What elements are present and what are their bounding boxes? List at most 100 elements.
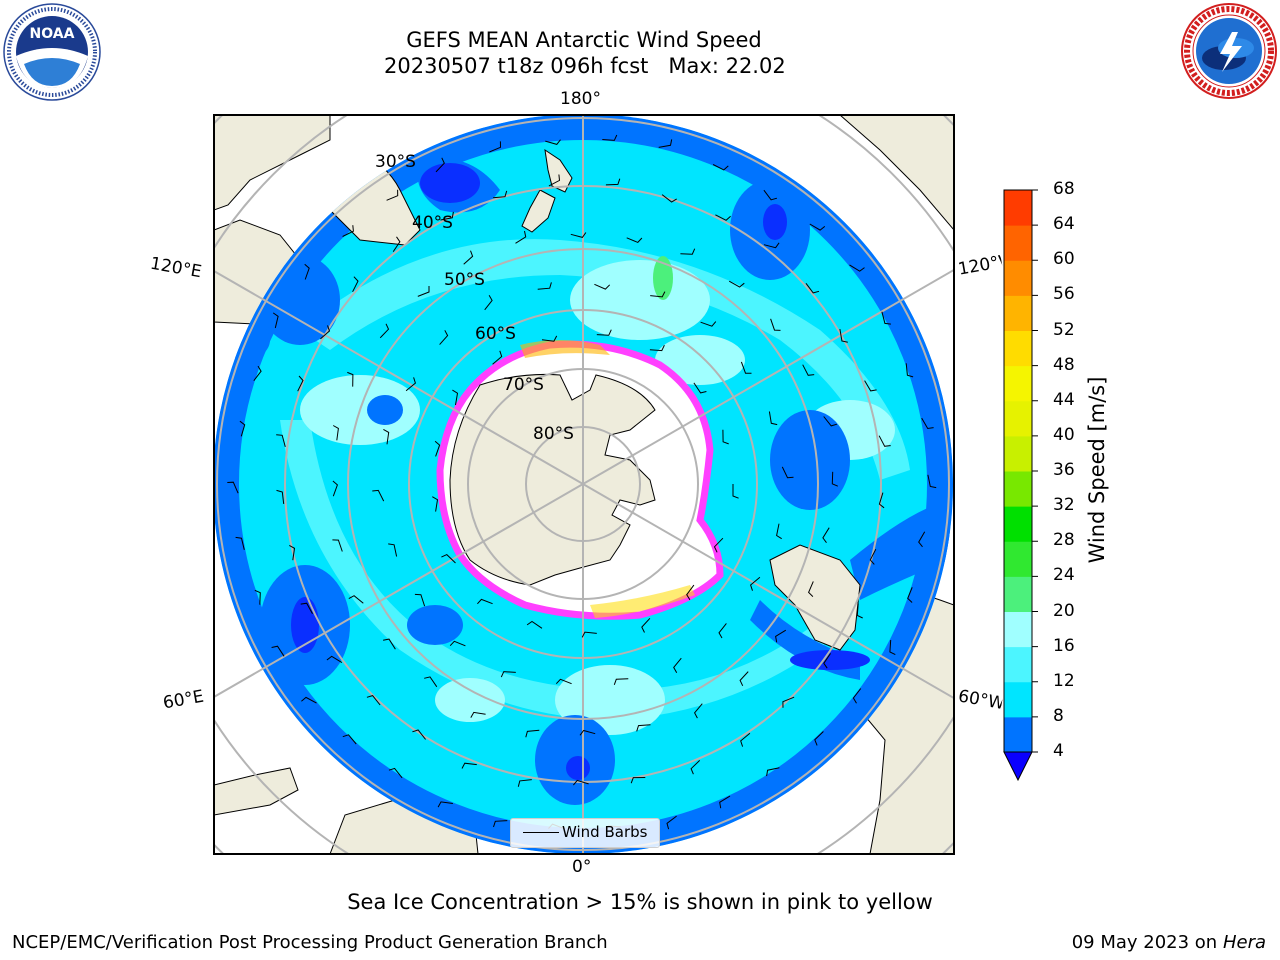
wind-barb <box>441 554 456 564</box>
wind-barb <box>878 435 891 447</box>
wind-barb <box>768 411 778 426</box>
wind-barb <box>347 371 354 387</box>
wind-barb <box>492 350 503 365</box>
colorbar-tick-label: 40 <box>1053 424 1075 445</box>
colorbar-segment <box>1004 330 1032 367</box>
colorbar-tick-label: 28 <box>1053 530 1075 551</box>
wind-barb <box>907 587 913 603</box>
colorbar-tick-label: 12 <box>1053 670 1075 691</box>
svg-text:NOAA: NOAA <box>30 26 75 42</box>
wind-barb <box>300 602 313 614</box>
wind-barb <box>405 377 416 392</box>
wind-barb <box>526 620 543 629</box>
wind-barb <box>573 779 589 786</box>
wind-barb <box>739 671 749 687</box>
wind-barb <box>823 653 832 669</box>
colorbar-segment <box>1004 716 1032 753</box>
wind-barb <box>386 189 399 201</box>
wind-barb <box>326 655 343 664</box>
wind-barb <box>439 330 449 345</box>
map-frame <box>213 114 955 855</box>
wind-barb <box>927 474 937 489</box>
wind-barb <box>440 211 454 221</box>
wind-barb <box>630 777 646 784</box>
wind-barb <box>849 264 865 272</box>
wind-barb <box>435 157 445 173</box>
lon-label-0: 0° <box>572 857 592 877</box>
wind-barb <box>905 363 914 378</box>
footer-machine: Hera <box>1222 932 1266 953</box>
wind-barb <box>342 734 357 745</box>
wind-barb <box>525 729 540 738</box>
colorbar-tick-label: 60 <box>1053 249 1075 270</box>
wind-barb <box>555 678 572 685</box>
wind-barb <box>775 629 787 643</box>
lat-label-60s: 60°S <box>475 324 516 344</box>
wind-barb <box>722 429 729 445</box>
colorbar-segment <box>1004 506 1032 542</box>
wind-barb <box>613 678 629 685</box>
wind-barb <box>776 523 782 540</box>
footer-branch: NCEP/EMC/Verification Post Processing Pr… <box>12 932 608 953</box>
wind-barb <box>694 703 703 719</box>
meridians <box>214 115 954 854</box>
wind-barb <box>484 295 493 311</box>
lat-label-70s: 70°S <box>503 375 544 395</box>
wind-barb <box>602 134 618 141</box>
lat-label-80s: 80°S <box>533 424 574 444</box>
wind-barb <box>541 335 558 342</box>
wind-barb <box>276 489 285 504</box>
wind-barb <box>781 466 794 479</box>
wind-barb <box>271 645 285 657</box>
wind-barb <box>596 329 612 336</box>
wind-barb <box>320 325 331 340</box>
wind-barb <box>537 282 552 290</box>
map-subtitle: 20230507 t18z 096h fcst Max: 22.02 <box>384 54 786 78</box>
wind-barb <box>649 344 665 352</box>
wind-barb <box>814 731 824 746</box>
wind-barb <box>414 593 426 607</box>
map-legend: Wind Barbs <box>510 818 660 848</box>
lat-label-30s: 30°S <box>375 152 416 172</box>
footer-date: 09 May 2023 on Hera <box>1072 932 1266 953</box>
wind-barb <box>289 544 296 561</box>
colorbar-label: Wind Speed [m/s] <box>1085 376 1109 564</box>
wind-barb <box>666 815 677 830</box>
wind-barb <box>673 657 682 673</box>
wind-barb <box>239 420 246 437</box>
colorbar-tick-label: 52 <box>1053 319 1075 340</box>
wind-barb <box>918 531 926 548</box>
wind-barb <box>388 767 403 779</box>
wind-barb <box>235 536 245 551</box>
colorbar-extend-arrow <box>1003 751 1033 782</box>
wind-barb <box>383 638 396 650</box>
wind-barb <box>437 801 453 808</box>
wind-barb <box>831 471 838 487</box>
wind-barb <box>570 232 587 238</box>
wind-barb <box>690 760 701 775</box>
wind-barb <box>763 242 780 249</box>
wind-barb <box>869 548 877 565</box>
wind-barb <box>432 496 439 512</box>
wind-barb <box>626 237 643 243</box>
wind-barb <box>500 671 516 678</box>
wind-barb <box>332 539 343 552</box>
wind-barb <box>493 820 508 828</box>
lon-label-180: 180° <box>560 89 601 109</box>
colorbar-segment <box>1004 295 1032 331</box>
wind-barb-legend-line <box>523 832 559 833</box>
wind-barb <box>372 489 385 502</box>
wind-barb <box>740 361 752 374</box>
wind-barb <box>839 329 848 343</box>
wind-barb <box>470 711 486 718</box>
wind-barb <box>712 164 729 171</box>
wind-barb <box>864 380 877 392</box>
lat-label-40s: 40°S <box>412 213 453 233</box>
wind-barb <box>921 417 934 430</box>
wind-barb <box>823 416 838 427</box>
wind-barb <box>392 236 401 252</box>
wind-barb <box>809 223 826 231</box>
wind-barb <box>301 696 317 704</box>
wind-barb <box>713 537 724 553</box>
colorbar-segment <box>1004 260 1032 296</box>
